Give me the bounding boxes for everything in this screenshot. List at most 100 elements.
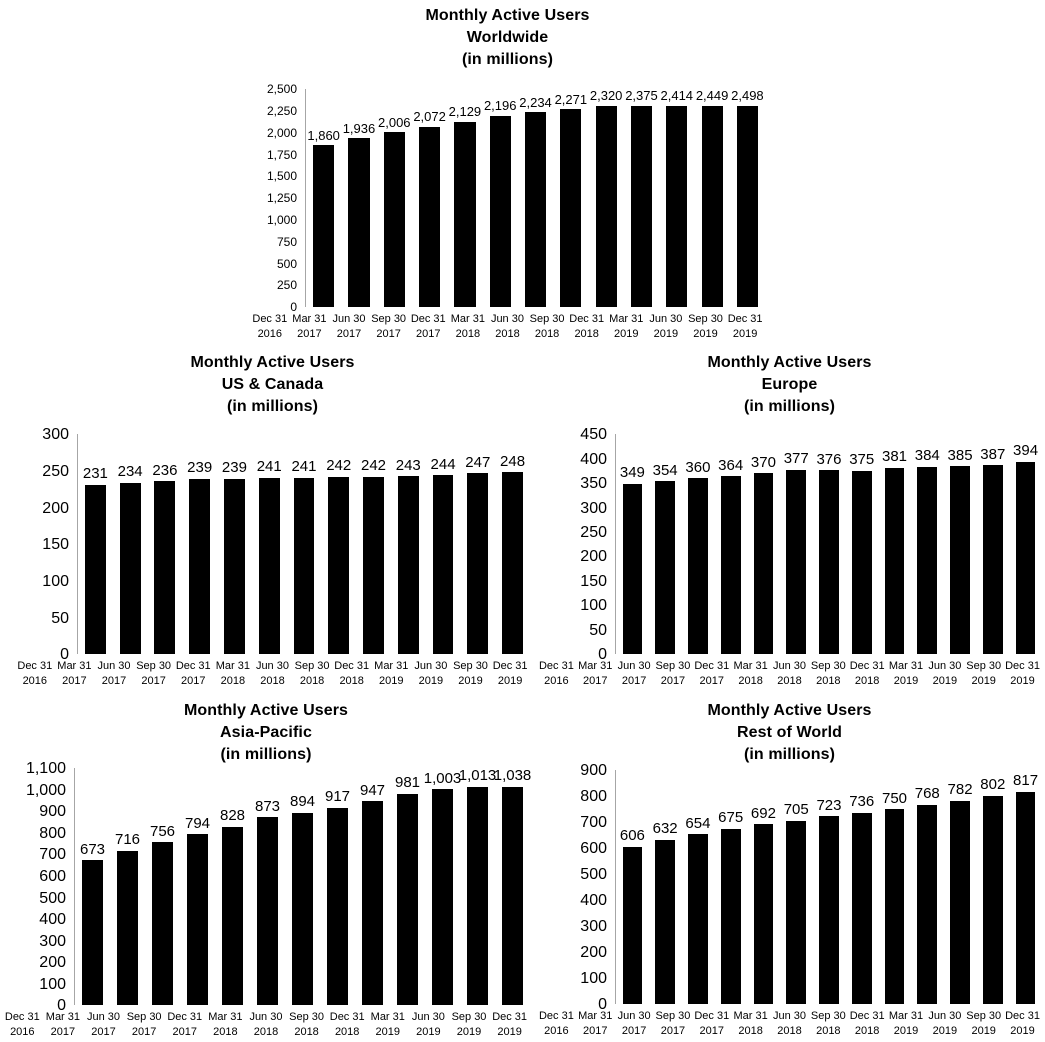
- bar-slot: 241: [252, 434, 287, 655]
- x-axis-label: Dec 31 2019: [1003, 659, 1042, 689]
- bar: [524, 112, 547, 308]
- x-axis-label: Jun 30 2019: [411, 659, 451, 689]
- x-axis-label-year: 2019: [379, 675, 404, 688]
- x-axis-label-year: 2019: [1010, 1025, 1035, 1038]
- x-axis-label-year: 2019: [1010, 675, 1035, 688]
- y-axis-tick-label: 300: [39, 932, 66, 950]
- x-axis-label-date: Mar 31: [208, 1011, 243, 1024]
- y-axis-tick-label: 200: [39, 954, 66, 972]
- bar-slot: 354: [649, 434, 682, 655]
- chart-europe: Monthly Active Users Europe (in millions) …: [537, 347, 1042, 689]
- bar-slot: 723: [813, 770, 846, 1005]
- x-axis-label-date: Jun 30: [490, 313, 524, 326]
- x-axis-label: Sep 30 2019: [686, 312, 726, 342]
- x-axis-label-year: 2017: [699, 675, 725, 688]
- bar: [224, 478, 245, 655]
- bar-slot: 794: [180, 768, 215, 1006]
- bar-value-label: 705: [783, 801, 809, 819]
- bar: [467, 473, 489, 655]
- bar-value-label: 1,003: [423, 769, 462, 787]
- bar: [786, 820, 807, 1005]
- bar-slot: 248: [495, 434, 530, 655]
- bar-slot: 384: [911, 434, 944, 655]
- x-axis-label-date: Dec 31: [252, 313, 288, 326]
- x-axis-label-year: 2018: [738, 1025, 763, 1038]
- bar-value-label: 239: [187, 459, 213, 477]
- bar: [187, 834, 208, 1006]
- bar: [222, 826, 243, 1006]
- bar: [622, 846, 643, 1005]
- bar: [819, 470, 839, 655]
- x-axis-label-date: Sep 30: [810, 1010, 846, 1023]
- x-axis-label-date: Dec 31: [727, 313, 763, 326]
- x-axis-label-date: Mar 31: [733, 1010, 768, 1023]
- x-axis-label: Dec 31 2018: [848, 659, 887, 689]
- bar: [313, 145, 335, 308]
- x-axis-label: Jun 30 2019: [646, 312, 686, 342]
- x-axis-label: Sep 30 2018: [292, 659, 332, 689]
- y-axis-tick-label: 200: [580, 548, 607, 566]
- y-axis-tick-label: 1,750: [266, 147, 297, 162]
- bar-slot: 244: [426, 434, 461, 655]
- x-axis-label-year: 2017: [621, 1025, 647, 1038]
- x-axis-label-year: 2017: [660, 1025, 686, 1038]
- bar-value-label: 2,375: [625, 88, 658, 104]
- x-axis-label-date: Mar 31: [578, 1010, 613, 1023]
- x-axis-label-year: 2018: [294, 1026, 319, 1039]
- x-axis-label-year: 2019: [971, 1025, 996, 1038]
- bar: [292, 812, 313, 1006]
- x-axis-label-date: Jun 30: [414, 660, 448, 673]
- bar-slot: 1,860: [306, 89, 341, 308]
- x-axis-label: Sep 30 2017: [654, 659, 693, 689]
- x-axis-label-year: 2018: [816, 1025, 841, 1038]
- x-axis-label-year: 2019: [497, 1026, 522, 1039]
- bar: [397, 476, 419, 655]
- plot-area: 606 632 654 675 692 705 723 736 750 768 782 802 817: [615, 770, 1042, 1005]
- bar-value-label: 736: [849, 793, 875, 811]
- x-axis-label: Sep 30 2019: [964, 1009, 1003, 1039]
- x-axis-label-year: 2018: [220, 675, 246, 688]
- x-axis-label: Mar 31 2017: [576, 659, 615, 689]
- bar-slot: 692: [747, 770, 780, 1005]
- y-axis-tick-label: 0: [598, 646, 607, 664]
- bar: [432, 789, 453, 1006]
- bar-value-label: 394: [1013, 442, 1039, 460]
- x-axis-label-year: 2019: [653, 328, 679, 341]
- x-axis-label: Mar 31 2018: [731, 659, 770, 689]
- x-axis-label-date: Jun 30: [772, 660, 806, 673]
- y-axis-tick-label: 250: [276, 278, 297, 293]
- bar-value-label: 894: [289, 793, 316, 811]
- bar-slot: 377: [780, 434, 813, 655]
- x-axis-label: Mar 31 2018: [205, 1010, 246, 1040]
- x-axis-label: Mar 31 2017: [576, 1009, 615, 1039]
- bar-slot: 756: [145, 768, 180, 1006]
- x-axis-label-date: Sep 30: [655, 1010, 691, 1023]
- y-axis-tick-label: 200: [580, 944, 607, 962]
- bar-slot: 782: [944, 770, 977, 1005]
- y-axis-tick-label: 100: [42, 572, 69, 590]
- bar-slot: 243: [391, 434, 426, 655]
- bar-slot: 716: [110, 768, 145, 1006]
- x-axis-label-year: 2018: [334, 1026, 360, 1039]
- x-axis-label-year: 2018: [213, 1026, 238, 1039]
- x-axis-label: Dec 31 2017: [692, 659, 731, 689]
- bar: [595, 105, 617, 308]
- bar-slot: 705: [780, 770, 813, 1005]
- y-axis-tick-label: 1,000: [266, 213, 297, 228]
- bar-slot: 2,320: [589, 88, 624, 308]
- x-axis-label-date: Dec 31: [175, 660, 211, 673]
- x-axis-label-date: Mar 31: [45, 1011, 81, 1024]
- y-axis: 1,100 1,000 900 800 700 600 500 400 300 200 100 0: [2, 760, 74, 1014]
- y-axis-tick-label: 500: [580, 866, 607, 884]
- bar-value-label: 828: [219, 807, 246, 825]
- x-axis-label: Dec 31 2017: [173, 659, 213, 689]
- bar-value-label: 234: [117, 463, 143, 481]
- y-axis-tick-label: 900: [580, 762, 607, 780]
- x-axis-label-year: 2017: [336, 328, 362, 341]
- chart-title: Monthly Active Users US & Canada (in milli…: [15, 347, 530, 418]
- x-axis-label-date: Dec 31: [492, 660, 528, 673]
- bar-value-label: 2,271: [554, 91, 588, 107]
- chart-title-line: Europe: [761, 376, 818, 394]
- bar-slot: 2,196: [483, 89, 518, 308]
- x-axis-label-year: 2017: [297, 328, 322, 341]
